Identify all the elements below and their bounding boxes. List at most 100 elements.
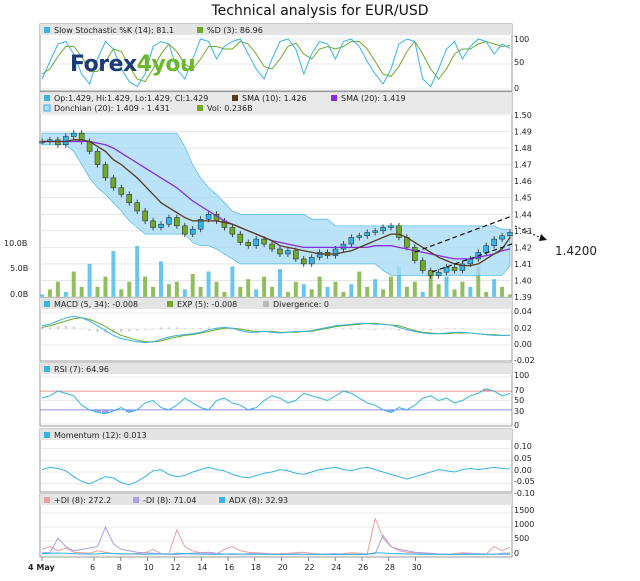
volume-bar: [190, 274, 195, 297]
x-tick-label: 26: [358, 563, 368, 572]
volume-bar: [317, 276, 322, 297]
adx-panel: +DI (8): 272.2 -DI (8): 71.04 ADX (8): 3…: [39, 493, 534, 558]
macd-line: [41, 315, 510, 344]
divergence-bar: [461, 328, 464, 329]
vol-tick-5b: 5.0B: [10, 264, 28, 273]
macd-content: [40, 296, 512, 346]
divergence-bar: [183, 328, 186, 329]
candle-body: [142, 210, 148, 222]
minus-di-legend: -DI (8): 71.04: [143, 496, 196, 505]
price-tick-label: 1.39: [514, 293, 532, 302]
macd-legend: MACD (5, 34): -0.008: [54, 300, 138, 309]
sma20-line: [42, 140, 511, 260]
divergence-bar: [199, 328, 202, 329]
volume-bar: [238, 286, 243, 297]
price-panel-header: [40, 92, 512, 114]
rsi-oversold-fill: [125, 409, 133, 413]
divergence-bar: [136, 329, 139, 331]
candle-body: [396, 225, 402, 238]
x-tick-label: 6: [90, 563, 95, 572]
divergence-bar: [421, 329, 424, 330]
divergence-bar: [239, 329, 242, 331]
divergence-bar: [429, 329, 432, 330]
volume-bar: [151, 286, 156, 297]
adx-panel-header: [40, 494, 512, 505]
divergence-bar: [397, 329, 400, 331]
macd-panel-header: [40, 298, 512, 309]
volume-bar: [79, 286, 84, 297]
stoch-tick-100: 100: [514, 35, 529, 44]
volume-bar: [262, 276, 267, 297]
mom-tick-1: 0.05: [514, 454, 532, 463]
candle-body: [316, 252, 323, 258]
divergence-bar: [175, 327, 178, 329]
divergence-bar: [445, 328, 448, 329]
x-tick-label: 24: [331, 563, 341, 572]
x-tick-label: 14: [197, 563, 207, 572]
stoch-tick-50: 50: [514, 58, 524, 67]
divergence-bar: [80, 329, 83, 330]
mom-tick-0: 0.10: [514, 442, 532, 451]
divergence-bar: [167, 327, 170, 329]
volume-bar: [309, 289, 314, 297]
macd-tick-2: 0.00: [514, 340, 532, 349]
macd-tick-3: -0.02: [514, 356, 535, 365]
x-tick-label: 28: [385, 563, 395, 572]
price-content: [39, 130, 513, 297]
divergence-bar: [342, 328, 345, 329]
divergence-bar: [390, 329, 393, 330]
divergence-bar: [413, 329, 416, 330]
price-tick-label: 1.42: [514, 243, 532, 252]
price-panel: Op:1.429, Hi:1.429, Lo:1.429, Cl:1.429 S…: [4, 91, 547, 302]
sma10-legend: SMA (10): 1.426: [242, 94, 307, 103]
volume-bar: [40, 294, 44, 297]
rsi-oversold-fill: [387, 409, 395, 413]
volume-bar: [420, 291, 425, 297]
volume-bar: [436, 284, 441, 297]
plus-di-legend: +DI (8): 272.2: [54, 496, 111, 505]
donchian-legend: Donchian (20): 1.409 - 1.431: [54, 104, 170, 113]
divergence-bar: [310, 328, 313, 329]
divergence-bar: [48, 327, 51, 329]
volume-bar: [103, 276, 108, 297]
candle-body: [166, 217, 172, 225]
x-axis: 4 May 6 8 10 12 14 16 18 20 22 24 26 28 30: [28, 556, 512, 572]
rsi-tick-30: 30: [514, 407, 524, 416]
volume-bar: [396, 266, 401, 297]
candle-body: [118, 187, 125, 195]
candle-body: [189, 228, 196, 235]
momentum-panel: Momentum (12): 0.013 0.10 0.05 0.00 -0.0…: [39, 428, 535, 498]
volume-bar: [87, 263, 92, 297]
candle-body: [427, 270, 434, 276]
momentum-panel-header: [40, 429, 512, 440]
sma10-line: [42, 139, 511, 267]
x-tick-label: 30: [412, 563, 422, 572]
logo-text-a: Forex: [70, 52, 137, 77]
volume-bar: [341, 291, 346, 297]
candle-body: [301, 258, 307, 265]
divergence-bar: [96, 329, 99, 333]
macd-exp-legend: EXP (5): -0.008: [177, 300, 237, 309]
adx-tick-2: 500: [514, 534, 529, 543]
candle-body: [285, 250, 291, 255]
macd-tick-1: 0.02: [514, 324, 532, 333]
macd-exp-swatch: [167, 301, 173, 307]
candle-body: [94, 151, 101, 165]
divergence-bar: [334, 328, 337, 329]
candle-body: [499, 235, 505, 240]
candle-body: [70, 132, 77, 137]
x-tick-label: 10: [144, 563, 154, 572]
x-tick-label: 20: [278, 563, 288, 572]
candle-body: [443, 266, 450, 273]
candle-body: [332, 248, 339, 256]
x-tick-label: 12: [170, 563, 180, 572]
volume-bar: [63, 291, 68, 297]
x-tick-label: 22: [304, 563, 314, 572]
candle-body: [110, 177, 117, 189]
divergence-bar: [509, 329, 511, 330]
candle-body: [451, 266, 458, 271]
adx-legend: ADX (8): 32.93: [229, 496, 288, 505]
x-tick-label: 16: [224, 563, 234, 572]
divergence-legend: Divergence: 0: [273, 300, 329, 309]
macd-swatch: [44, 301, 50, 307]
